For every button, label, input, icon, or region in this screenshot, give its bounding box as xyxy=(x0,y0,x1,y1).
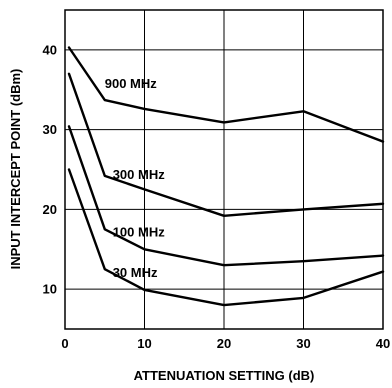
x-tick-labels: 0 10 20 30 40 xyxy=(61,336,390,351)
series-label: 300 MHz xyxy=(113,167,166,182)
series-line xyxy=(67,72,385,218)
x-tick-label: 40 xyxy=(376,336,390,351)
series-label: 900 MHz xyxy=(105,76,158,91)
x-axis-label: ATTENUATION SETTING (dB) xyxy=(134,368,315,383)
y-axis-label: INPUT INTERCEPT POINT (dBm) xyxy=(8,69,23,270)
y-tick-labels: 10 20 30 40 xyxy=(43,42,57,296)
y-tick-label: 20 xyxy=(43,202,57,217)
x-tick-label: 30 xyxy=(296,336,310,351)
x-tick-label: 0 xyxy=(61,336,68,351)
y-tick-label: 10 xyxy=(43,282,57,297)
x-tick-label: 10 xyxy=(137,336,151,351)
y-tick-label: 40 xyxy=(43,42,57,57)
series-label: 30 MHz xyxy=(113,265,158,280)
series-line xyxy=(67,46,385,143)
series-lines xyxy=(67,46,385,307)
x-tick-label: 20 xyxy=(217,336,231,351)
series-line xyxy=(67,125,385,267)
grid xyxy=(65,10,383,329)
plot-frame xyxy=(64,9,384,330)
series-line xyxy=(67,168,385,307)
series-labels: 900 MHz 300 MHz 100 MHz 30 MHz xyxy=(105,76,165,280)
y-tick-label: 30 xyxy=(43,122,57,137)
series-label: 100 MHz xyxy=(113,224,166,239)
